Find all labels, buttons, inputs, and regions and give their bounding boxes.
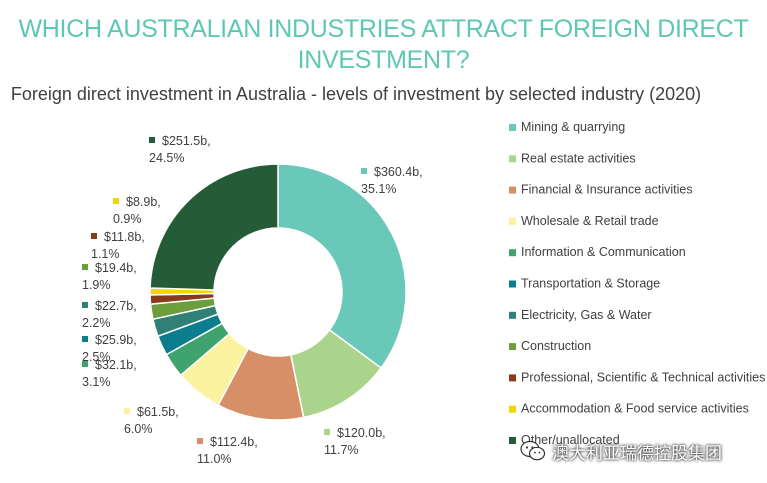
data-label-transportation-storage: $25.9b, 2.5% [82, 333, 137, 364]
legend-item-electricity-gas-water: Electricity, Gas & Water [509, 308, 652, 322]
data-label-marker [82, 361, 88, 367]
data-label-percent: 11.0% [197, 452, 232, 466]
legend-label: Mining & quarrying [521, 120, 625, 134]
legend-label: Financial & Insurance activities [521, 183, 693, 197]
legend-swatch [509, 124, 516, 131]
data-label-marker [324, 429, 330, 435]
data-label-value: $61.5b, [137, 405, 179, 419]
legend-swatch [509, 155, 516, 163]
data-label-marker [361, 168, 367, 174]
legend-item-information-communication: Information & Communication [509, 245, 686, 259]
wechat-icon [520, 440, 546, 461]
legend-label: Real estate activities [521, 151, 636, 165]
legend-item-financial-insurance-activities: Financial & Insurance activities [509, 183, 693, 197]
data-labels: $360.4b,35.1%$120.0b,11.7%$112.4b,11.0%$… [82, 134, 423, 466]
data-label-professional-scientific-technical-activities: $11.8b, 1.1% [91, 230, 145, 261]
legend-swatch [509, 374, 516, 382]
watermark-text: 澳大利亚瑞德控股集团 [552, 443, 722, 463]
data-label-marker [82, 264, 88, 270]
data-label-value: $120.0b, [337, 426, 386, 440]
legend-swatch [509, 186, 516, 194]
data-label-marker [124, 408, 130, 414]
legend-item-accommodation-food-service-activities: Accommodation & Food service activities [509, 402, 749, 416]
data-label-marker [113, 198, 119, 204]
legend-item-wholesale-retail-trade: Wholesale & Retail trade [509, 214, 659, 228]
legend-label: Wholesale & Retail trade [521, 214, 659, 228]
data-label-value: $32.1b, [95, 358, 137, 372]
data-label-percent: 6.0% [124, 422, 153, 436]
data-label-electricity-gas-water: $22.7b, 2.2% [82, 299, 137, 330]
data-label-accommodation-food-service-activities: $8.9b, 0.9% [113, 195, 161, 226]
data-label-value: $19.4b, [95, 261, 137, 275]
legend-swatch [509, 217, 516, 225]
data-label-value: $8.9b, [126, 195, 161, 209]
data-label-percent: 11.7% [324, 443, 359, 457]
watermark: 澳大利亚瑞德控股集团 [520, 436, 760, 466]
slice-mining-quarrying [277, 163, 407, 369]
legend-label: Information & Communication [521, 245, 686, 259]
donut-slices [149, 163, 407, 421]
legend-swatch [509, 343, 516, 351]
data-label-marker [91, 233, 97, 239]
legend-label: Electricity, Gas & Water [521, 308, 652, 322]
legend-swatch [509, 311, 516, 319]
data-label-marker [82, 336, 88, 342]
data-label-value: $22.7b, [95, 299, 137, 313]
legend: Mining & quarrying Real estate activities… [509, 120, 765, 447]
data-label-financial-insurance-activities: $112.4b, 11.0% [197, 435, 258, 466]
data-label-marker [82, 302, 88, 308]
legend-item-transportation-storage: Transportation & Storage [509, 277, 660, 291]
legend-item-other-unallocated: Other/unallocated [509, 433, 620, 447]
data-label-percent: 1.1% [91, 247, 120, 261]
data-label-marker [197, 438, 203, 444]
data-label-percent: 3.1% [82, 375, 111, 389]
data-label-percent: 1.9% [82, 278, 111, 292]
data-label-construction: $19.4b, 1.9% [82, 261, 137, 292]
legend-item-construction: Construction [509, 339, 591, 353]
data-label-percent: 35.1% [361, 182, 396, 196]
chart-title: Foreign direct investment in Australia -… [10, 84, 702, 104]
legend-item-professional-scientific-technical-activities: Professional, Scientific & Technical act… [509, 370, 765, 384]
data-label-mining-quarrying: $360.4b, 35.1% [361, 165, 423, 196]
legend-item-mining-quarrying: Mining & quarrying [509, 120, 625, 134]
legend-label: Construction [521, 339, 591, 353]
slice-other-unallocated [149, 163, 279, 291]
data-label-percent: 0.9% [113, 212, 142, 226]
data-label-information-communication: $32.1b, 3.1% [82, 358, 137, 389]
legend-label: Professional, Scientific & Technical act… [521, 370, 765, 384]
data-label-real-estate-activities: $120.0b, 11.7% [324, 426, 386, 457]
data-label-value: $251.5b, [162, 134, 211, 148]
data-label-other-unallocated: $251.5b, 24.5% [149, 134, 211, 165]
legend-swatch [509, 249, 516, 257]
data-label-percent: 24.5% [149, 151, 184, 165]
data-label-value: $112.4b, [210, 435, 258, 449]
data-label-value: $360.4b, [374, 165, 423, 179]
data-label-marker [149, 137, 155, 143]
legend-item-real-estate-activities: Real estate activities [509, 151, 636, 165]
legend-label: Accommodation & Food service activities [521, 402, 749, 416]
data-label-value: $11.8b, [104, 230, 145, 244]
legend-swatch [509, 280, 516, 288]
legend-swatch [509, 437, 516, 444]
legend-swatch [509, 405, 516, 413]
page-title: WHICH AUSTRALIAN INDUSTRIES ATTRACT FORE… [18, 15, 749, 74]
legend-label: Transportation & Storage [521, 277, 660, 291]
data-label-percent: 2.2% [82, 316, 111, 330]
legend-label: Other/unallocated [521, 433, 620, 447]
data-label-value: $25.9b, [95, 333, 137, 347]
data-label-wholesale-retail-trade: $61.5b, 6.0% [124, 405, 179, 436]
data-label-percent: 2.5% [82, 350, 111, 364]
